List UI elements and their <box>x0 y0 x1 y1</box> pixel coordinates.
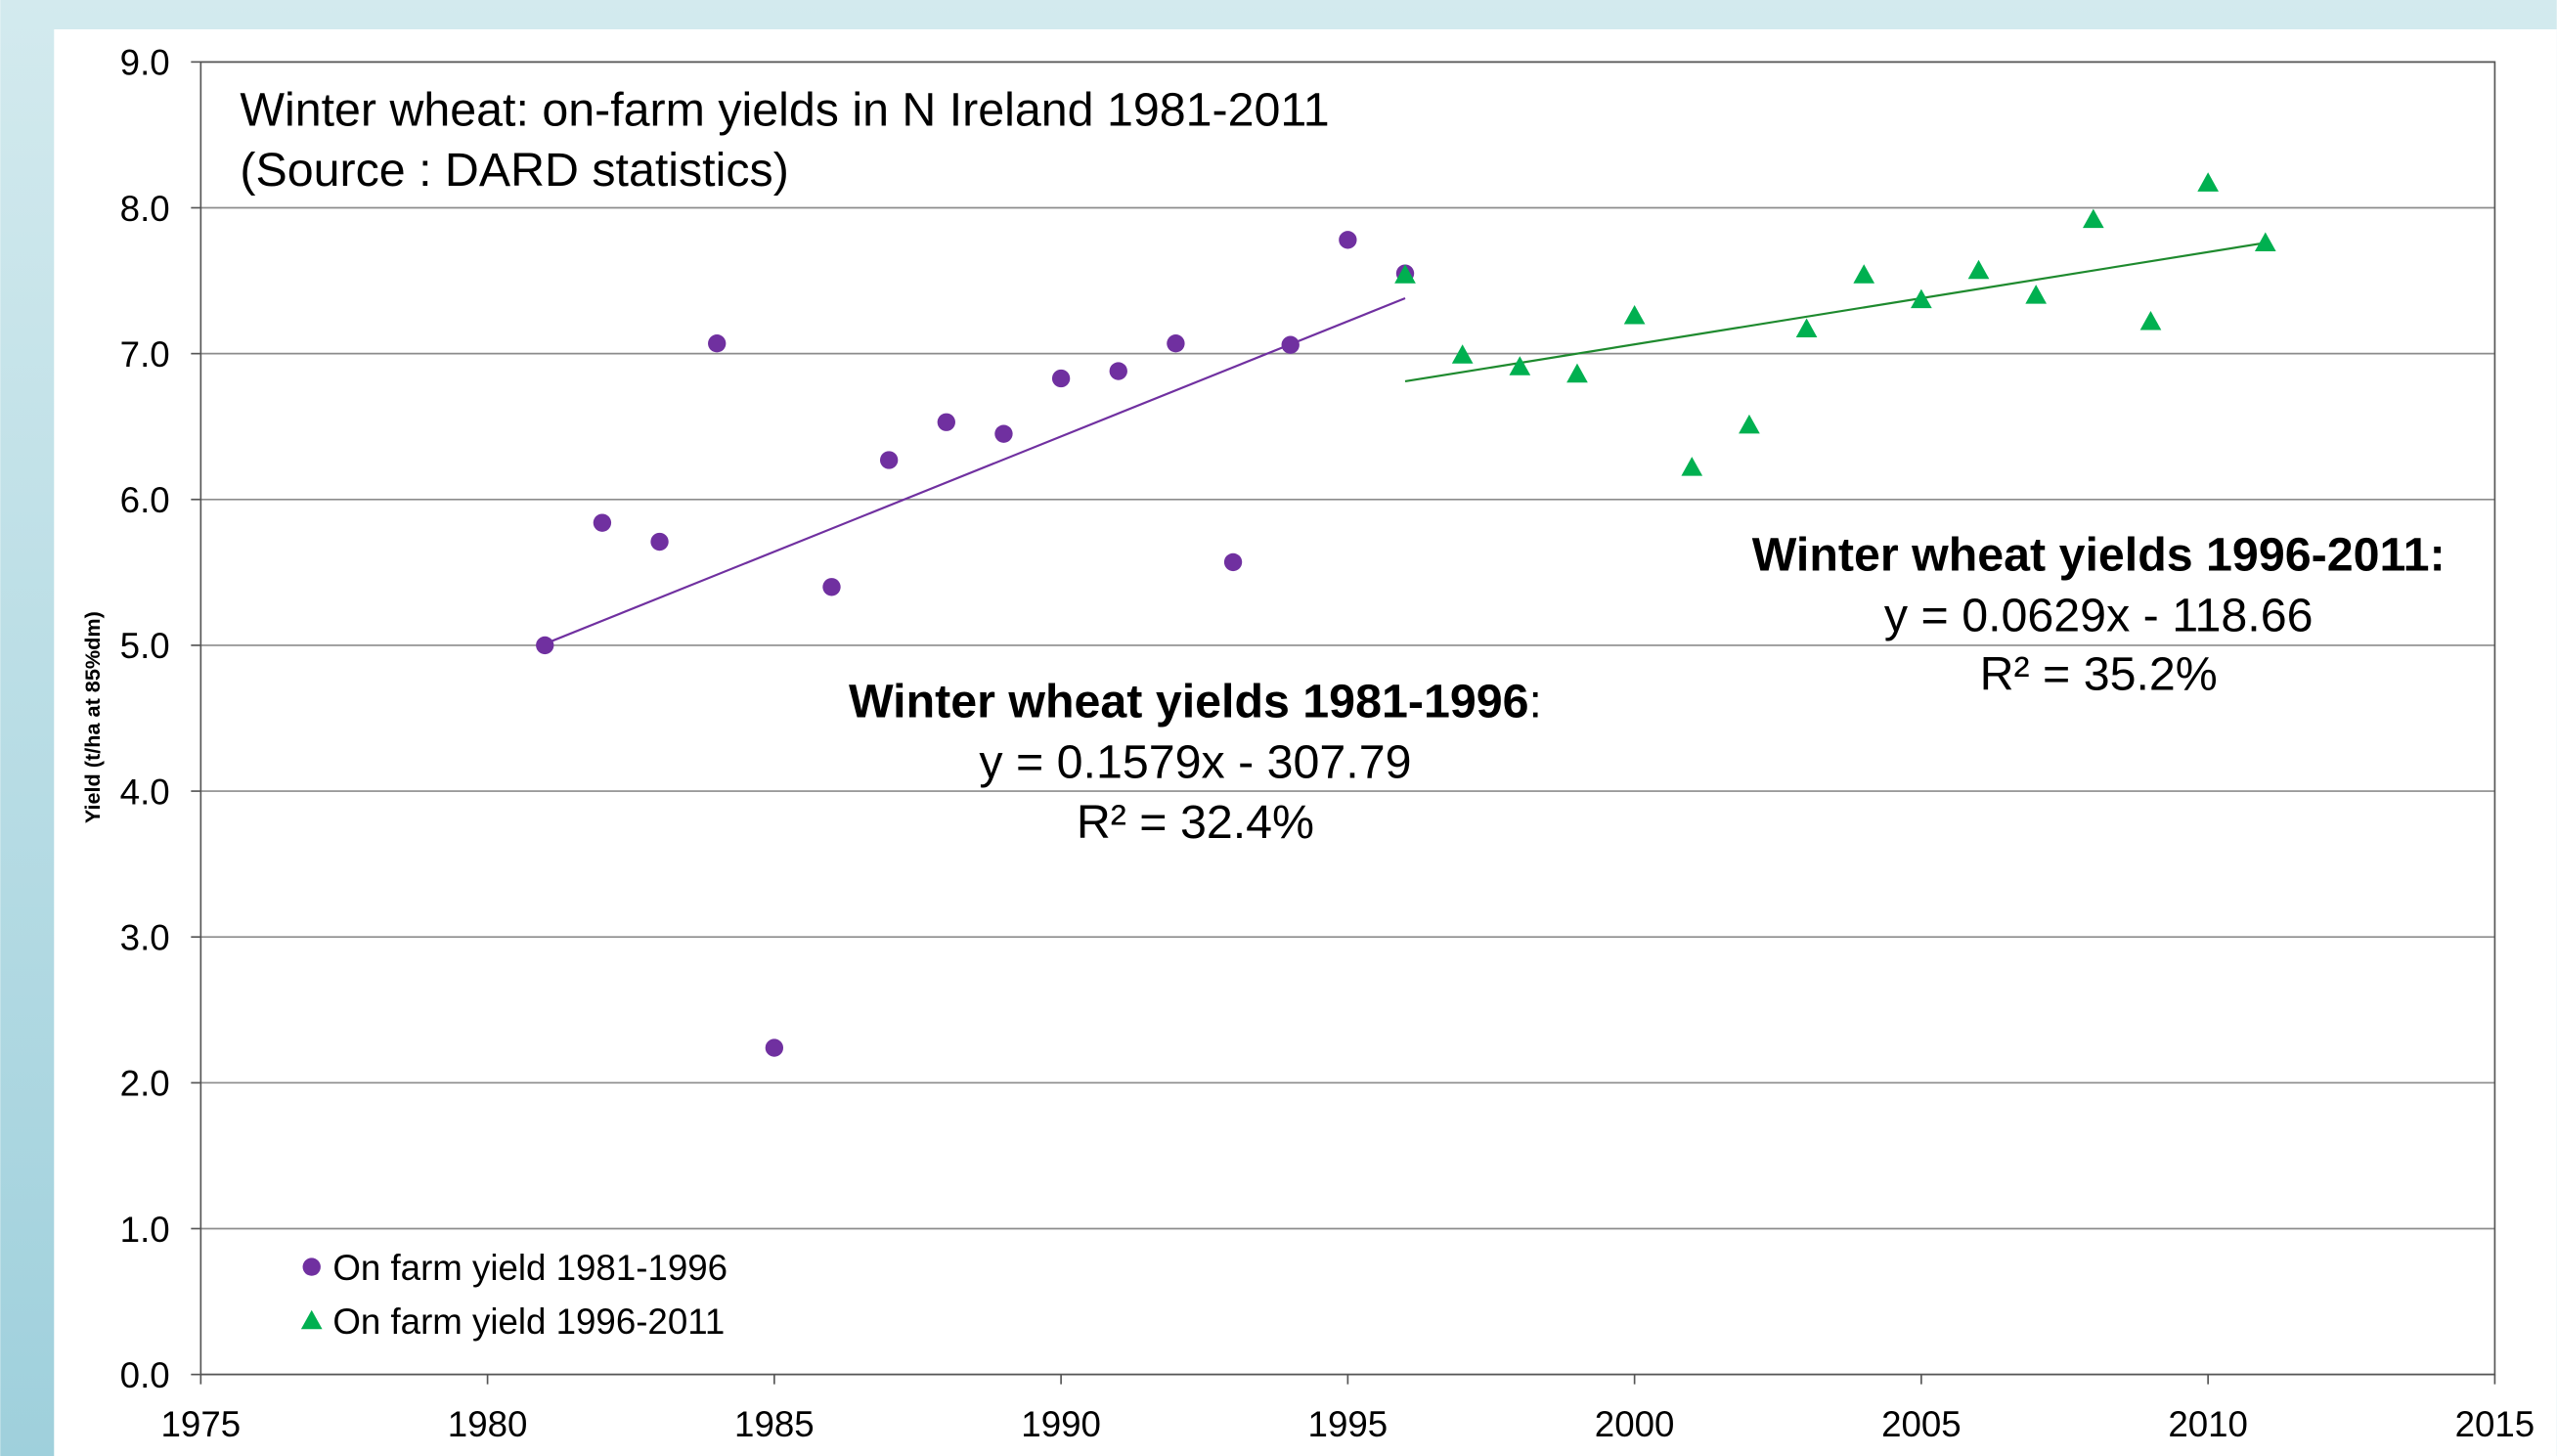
chart-subtitle: (Source : DARD statistics) <box>240 144 788 197</box>
legend-label: On farm yield 1981-1996 <box>332 1248 727 1288</box>
circle-marker <box>650 532 669 552</box>
annotation-line: R² = 32.4% <box>1077 796 1314 849</box>
y-tick-label: 5.0 <box>120 626 170 666</box>
triangle-marker <box>1394 264 1416 284</box>
circle-marker <box>1051 369 1071 388</box>
circle-marker <box>1339 231 1357 249</box>
triangle-marker <box>1739 414 1760 434</box>
y-tick-label: 2.0 <box>120 1064 170 1104</box>
y-tick-label: 1.0 <box>120 1210 170 1250</box>
annotation-title: Winter wheat yields 1981-1996: <box>849 676 1542 728</box>
triangle-marker <box>1566 363 1588 383</box>
x-tick-label: 1995 <box>1308 1404 1389 1444</box>
triangle-marker <box>2197 172 2219 192</box>
y-tick-label: 8.0 <box>120 189 170 229</box>
x-tick-label: 1980 <box>448 1404 528 1444</box>
y-tick-label: 4.0 <box>120 772 170 812</box>
x-tick-label: 2005 <box>1881 1404 1962 1444</box>
y-tick-label: 7.0 <box>120 334 170 375</box>
triangle-marker <box>1681 457 1703 476</box>
x-tick-label: 2015 <box>2455 1404 2535 1444</box>
circle-marker <box>879 451 899 469</box>
legend-label: On farm yield 1996-2011 <box>332 1302 725 1342</box>
triangle-marker <box>1853 264 1875 284</box>
annotation-line: y = 0.0629x - 118.66 <box>1884 589 2314 641</box>
y-tick-label: 3.0 <box>120 918 170 958</box>
x-tick-label: 2010 <box>2168 1404 2248 1444</box>
circle-marker <box>765 1038 784 1057</box>
annotation-title-bold: Winter wheat yields 1981-1996 <box>849 676 1529 728</box>
chart-title: Winter wheat: on-farm yields in N Irelan… <box>240 83 1329 136</box>
circle-marker <box>708 334 727 353</box>
circle-marker <box>1167 334 1185 353</box>
triangle-marker <box>2082 208 2104 229</box>
triangle-marker <box>300 1309 323 1330</box>
circle-marker <box>536 636 554 655</box>
annotation-line: y = 0.1579x - 307.79 <box>979 735 1411 788</box>
triangle-marker <box>2139 310 2162 331</box>
circle-marker <box>1109 362 1127 380</box>
x-tick-label: 1985 <box>734 1404 815 1444</box>
chart-panel <box>54 29 2557 1456</box>
triangle-marker <box>1451 344 1474 364</box>
triangle-marker <box>1795 318 1818 337</box>
circle-marker <box>302 1257 321 1276</box>
circle-marker <box>593 513 612 532</box>
x-tick-label: 1990 <box>1021 1404 1101 1444</box>
triangle-marker <box>2025 285 2048 304</box>
y-tick-label: 0.0 <box>120 1355 170 1395</box>
circle-marker <box>822 578 841 596</box>
triangle-marker <box>1967 259 1990 280</box>
annotation-line: R² = 35.2% <box>1980 647 2218 700</box>
triangle-marker <box>1509 356 1531 375</box>
y-axis-label: Yield (t/ha at 85%dm) <box>80 611 105 823</box>
y-tick-label: 9.0 <box>120 43 170 83</box>
circle-marker <box>994 424 1013 443</box>
y-tick-label: 6.0 <box>120 480 170 520</box>
triangle-marker <box>2254 232 2276 251</box>
circle-marker <box>1281 335 1300 354</box>
x-tick-label: 2000 <box>1595 1404 1675 1444</box>
circle-marker <box>1223 552 1243 572</box>
triangle-marker <box>1911 288 1932 309</box>
trendline <box>544 296 1406 645</box>
x-tick-label: 1975 <box>161 1404 242 1444</box>
triangle-marker <box>1623 305 1646 325</box>
trendline <box>1404 242 2266 383</box>
annotation-title: Winter wheat yields 1996-2011: <box>1752 529 2446 582</box>
circle-marker <box>937 413 955 431</box>
annotation-title-suffix: : <box>1529 676 1542 728</box>
